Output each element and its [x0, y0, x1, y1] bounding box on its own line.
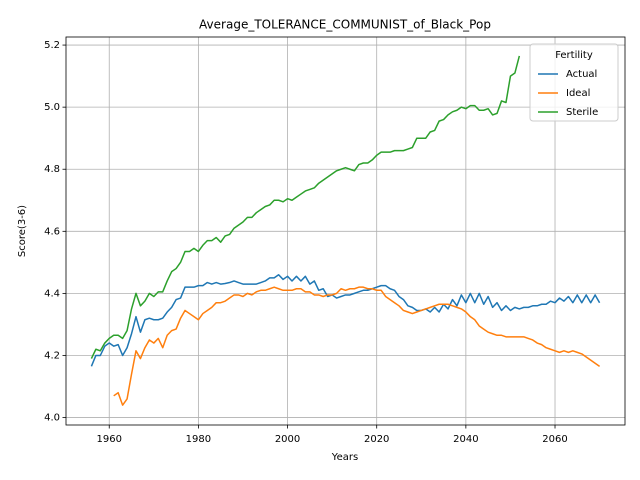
data-line: [90, 55, 521, 359]
x-tick-label: 1980: [186, 434, 211, 445]
y-tick-label: 4.2: [44, 350, 60, 361]
x-tick-label: 1960: [97, 434, 122, 445]
x-tick-label: 2000: [275, 434, 300, 445]
legend-box: [529, 43, 619, 122]
y-tick-label: 4.0: [44, 413, 60, 424]
x-tick-label: 2020: [364, 434, 389, 445]
y-tick-label: 4.8: [44, 164, 60, 175]
y-tick-label: 4.4: [44, 288, 60, 299]
legend: Fertility Actual Ideal Sterile: [529, 43, 619, 122]
data-line: [90, 274, 601, 367]
legend-title: Fertility: [555, 50, 593, 61]
legend-label: Sterile: [566, 107, 598, 118]
legend-label: Actual: [566, 69, 597, 80]
y-tick-label: 5.2: [44, 40, 60, 51]
x-tick-label: 2040: [453, 434, 478, 445]
legend-label: Ideal: [566, 88, 590, 99]
x-axis-label: Years: [331, 452, 358, 463]
axes-frame: [65, 36, 626, 426]
x-tick-label: 2060: [542, 434, 567, 445]
data-line: [113, 286, 601, 406]
y-tick-label: 4.6: [44, 226, 60, 237]
y-axis-label: Score(3-6): [17, 205, 28, 257]
chart-title: Average_TOLERANCE_COMMUNIST_of_Black_Pop: [199, 18, 491, 32]
y-tick-label: 5.0: [44, 102, 60, 113]
